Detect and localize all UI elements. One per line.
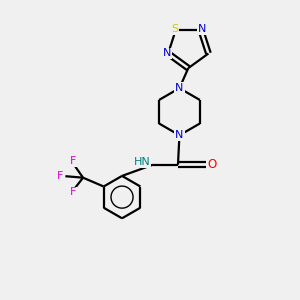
Text: N: N: [175, 130, 184, 140]
Text: S: S: [171, 24, 178, 34]
Text: F: F: [70, 188, 76, 197]
Text: O: O: [208, 158, 217, 171]
Text: N: N: [163, 49, 171, 58]
Text: F: F: [70, 157, 76, 166]
Text: N: N: [175, 83, 184, 93]
Text: HN: HN: [134, 158, 150, 167]
Text: F: F: [57, 171, 63, 181]
Text: N: N: [198, 24, 206, 34]
